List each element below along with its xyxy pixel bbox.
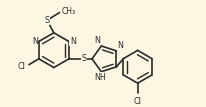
Text: S: S	[81, 54, 87, 63]
Text: N: N	[117, 41, 123, 50]
Text: N: N	[32, 37, 38, 46]
Text: Cl: Cl	[17, 62, 25, 71]
Text: S: S	[44, 16, 49, 25]
Text: CH₃: CH₃	[61, 7, 75, 16]
Text: NH: NH	[94, 73, 106, 82]
Text: Cl: Cl	[133, 97, 141, 106]
Text: N: N	[69, 37, 75, 46]
Text: N: N	[94, 36, 100, 45]
